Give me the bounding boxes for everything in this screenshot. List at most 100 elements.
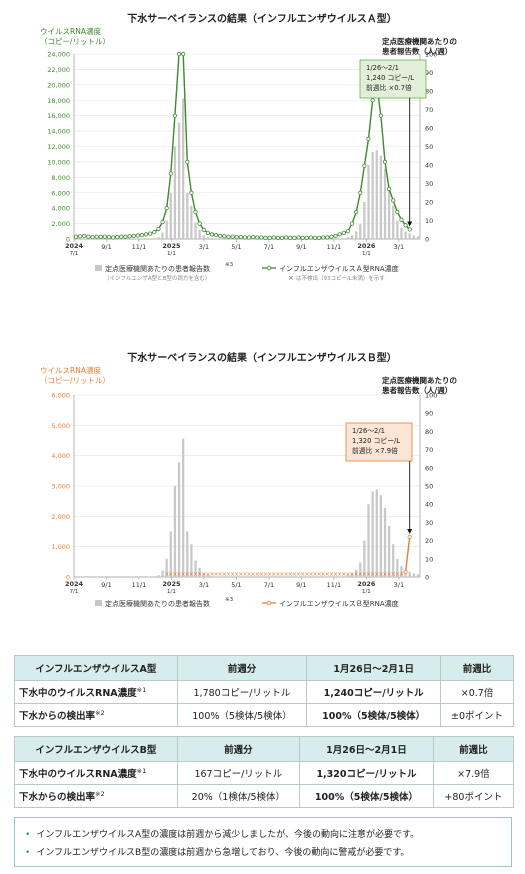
annotation-box bbox=[359, 59, 427, 99]
table-header-cell: インフルエンザウイルスB型 bbox=[14, 736, 178, 762]
patient-bar bbox=[161, 232, 164, 239]
rna-point bbox=[407, 227, 412, 232]
left-tick-label: 0 bbox=[66, 574, 70, 582]
patient-bar bbox=[194, 222, 197, 239]
annotation-text: 1,240 コピー/L bbox=[366, 74, 414, 82]
patient-bar bbox=[371, 152, 374, 239]
rna-point bbox=[86, 234, 91, 239]
annotation-text: 1,320 コピー/L bbox=[352, 437, 400, 445]
rna-point bbox=[111, 235, 116, 240]
row-label: 下水中のウイルスRNA濃度※1 bbox=[14, 761, 178, 785]
left-tick-label: 1,000 bbox=[51, 543, 70, 551]
note-item: インフルエンザウイルスA型の濃度は前週から減少しましたが、今後の動向に注意が必要… bbox=[25, 827, 501, 840]
legend-line-swatch-point bbox=[266, 265, 272, 271]
undetected-mark: × bbox=[189, 571, 194, 578]
patient-bar bbox=[400, 227, 403, 239]
undetected-mark: × bbox=[181, 571, 186, 578]
row-label: 下水からの検出率※2 bbox=[14, 703, 178, 727]
x-tick-label: 5/1 bbox=[231, 581, 241, 589]
patient-bar bbox=[379, 495, 383, 577]
chart-title: 下水サーベイランスの結果（インフルエンザウイルスＢ型） bbox=[127, 351, 397, 364]
undetected-mark: × bbox=[242, 571, 247, 578]
undetected-mark: × bbox=[193, 571, 198, 578]
right-tick-label: 100 bbox=[425, 51, 437, 59]
x-tick-label: 9/1 bbox=[296, 243, 306, 251]
rna-point bbox=[251, 234, 256, 240]
patient-bar bbox=[186, 192, 189, 239]
rna-point bbox=[139, 233, 145, 238]
prev-value: 1,780コピー/リットル bbox=[176, 680, 308, 704]
x-tick-label: 3/1 bbox=[199, 243, 209, 251]
rna-point bbox=[197, 221, 202, 226]
undetected-mark: × bbox=[350, 571, 355, 578]
undetected-mark: × bbox=[197, 571, 202, 578]
right-tick-label: 10 bbox=[425, 217, 433, 225]
undetected-mark: × bbox=[374, 571, 379, 578]
rna-point bbox=[292, 235, 297, 240]
patient-bar bbox=[359, 224, 362, 239]
rna-point bbox=[164, 206, 169, 211]
left-tick-label: 2,000 bbox=[51, 220, 70, 228]
left-tick-label: 2,000 bbox=[51, 513, 70, 521]
rna-point bbox=[214, 233, 219, 238]
undetected-mark: × bbox=[279, 571, 284, 578]
x-tick-label: 2025 bbox=[162, 242, 181, 250]
patient-bar bbox=[182, 438, 185, 577]
left-axis-title: ウイルスRNA濃度 bbox=[40, 26, 101, 36]
legend-bar-swatch bbox=[95, 600, 102, 606]
footnote-mark: ※2 bbox=[95, 789, 105, 798]
left-tick-label: 5,000 bbox=[51, 422, 70, 430]
rna-point bbox=[189, 190, 194, 195]
left-tick-label: 16,000 bbox=[47, 112, 70, 120]
row-label: 下水中のウイルスRNA濃度※1 bbox=[14, 680, 178, 704]
rna-point bbox=[407, 534, 412, 540]
undetected-mark: × bbox=[222, 571, 227, 578]
footnote-mark: ※1 bbox=[136, 766, 147, 775]
rna-point bbox=[102, 234, 107, 239]
rna-point bbox=[131, 233, 136, 239]
rna-point bbox=[284, 235, 289, 240]
patient-bar bbox=[342, 238, 345, 239]
undetected-mark: × bbox=[296, 571, 301, 578]
undetected-mark: × bbox=[399, 571, 404, 578]
undetected-mark: × bbox=[325, 571, 330, 578]
current-value: 100%（5検体/5検体） bbox=[299, 784, 434, 808]
table-influenza-a: インフルエンザウイルスA型 前週分 1月26日～2月1日 前週比 下水中のウイル… bbox=[14, 655, 514, 727]
right-tick-label: 20 bbox=[425, 537, 433, 545]
undetected-mark: × bbox=[177, 571, 182, 578]
patient-bar bbox=[190, 544, 193, 577]
right-tick-label: 20 bbox=[425, 199, 433, 207]
patient-bar bbox=[387, 187, 391, 239]
footnote-mark: ※1 bbox=[136, 685, 147, 694]
right-tick-label: 90 bbox=[425, 69, 433, 77]
table-header-cell: インフルエンザウイルスA型 bbox=[14, 655, 178, 681]
right-tick-label: 50 bbox=[425, 143, 433, 151]
left-axis-title: （コピー/リットル） bbox=[40, 37, 110, 46]
note-item: インフルエンザウイルスB型の濃度は前週から急増しており、今後の動向に警戒が必要で… bbox=[25, 845, 501, 858]
rna-point bbox=[218, 233, 223, 239]
patient-bar bbox=[363, 202, 366, 239]
patient-bar bbox=[346, 575, 350, 577]
notes-box: インフルエンザウイルスA型の濃度は前週から減少しましたが、今後の動向に注意が必要… bbox=[14, 817, 512, 867]
x-tick-label: 11/1 bbox=[132, 581, 147, 589]
legend-undetected-mark: × bbox=[288, 274, 294, 282]
left-tick-label: 3,000 bbox=[51, 483, 70, 491]
patient-bar bbox=[177, 122, 181, 239]
undetected-mark: × bbox=[292, 571, 297, 578]
x-tick-label: 9/1 bbox=[101, 243, 111, 251]
right-tick-label: 40 bbox=[425, 501, 433, 509]
left-tick-label: 6,000 bbox=[51, 392, 70, 400]
patient-bar bbox=[383, 168, 387, 239]
current-value: 100%（5検体/5検体） bbox=[306, 703, 442, 727]
undetected-mark: × bbox=[238, 571, 243, 578]
rna-point bbox=[325, 235, 330, 240]
right-axis-title: 患者報告数（人/週） bbox=[382, 385, 452, 395]
patient-bar bbox=[355, 569, 358, 577]
x-tick-label: 2026 bbox=[357, 580, 376, 588]
row-label-text: 下水中のウイルスRNA濃度 bbox=[19, 769, 137, 780]
undetected-mark: × bbox=[247, 571, 252, 578]
rna-point bbox=[226, 234, 231, 239]
patient-bar bbox=[177, 462, 181, 577]
undetected-mark: × bbox=[267, 571, 272, 578]
left-tick-label: 0 bbox=[66, 236, 70, 244]
